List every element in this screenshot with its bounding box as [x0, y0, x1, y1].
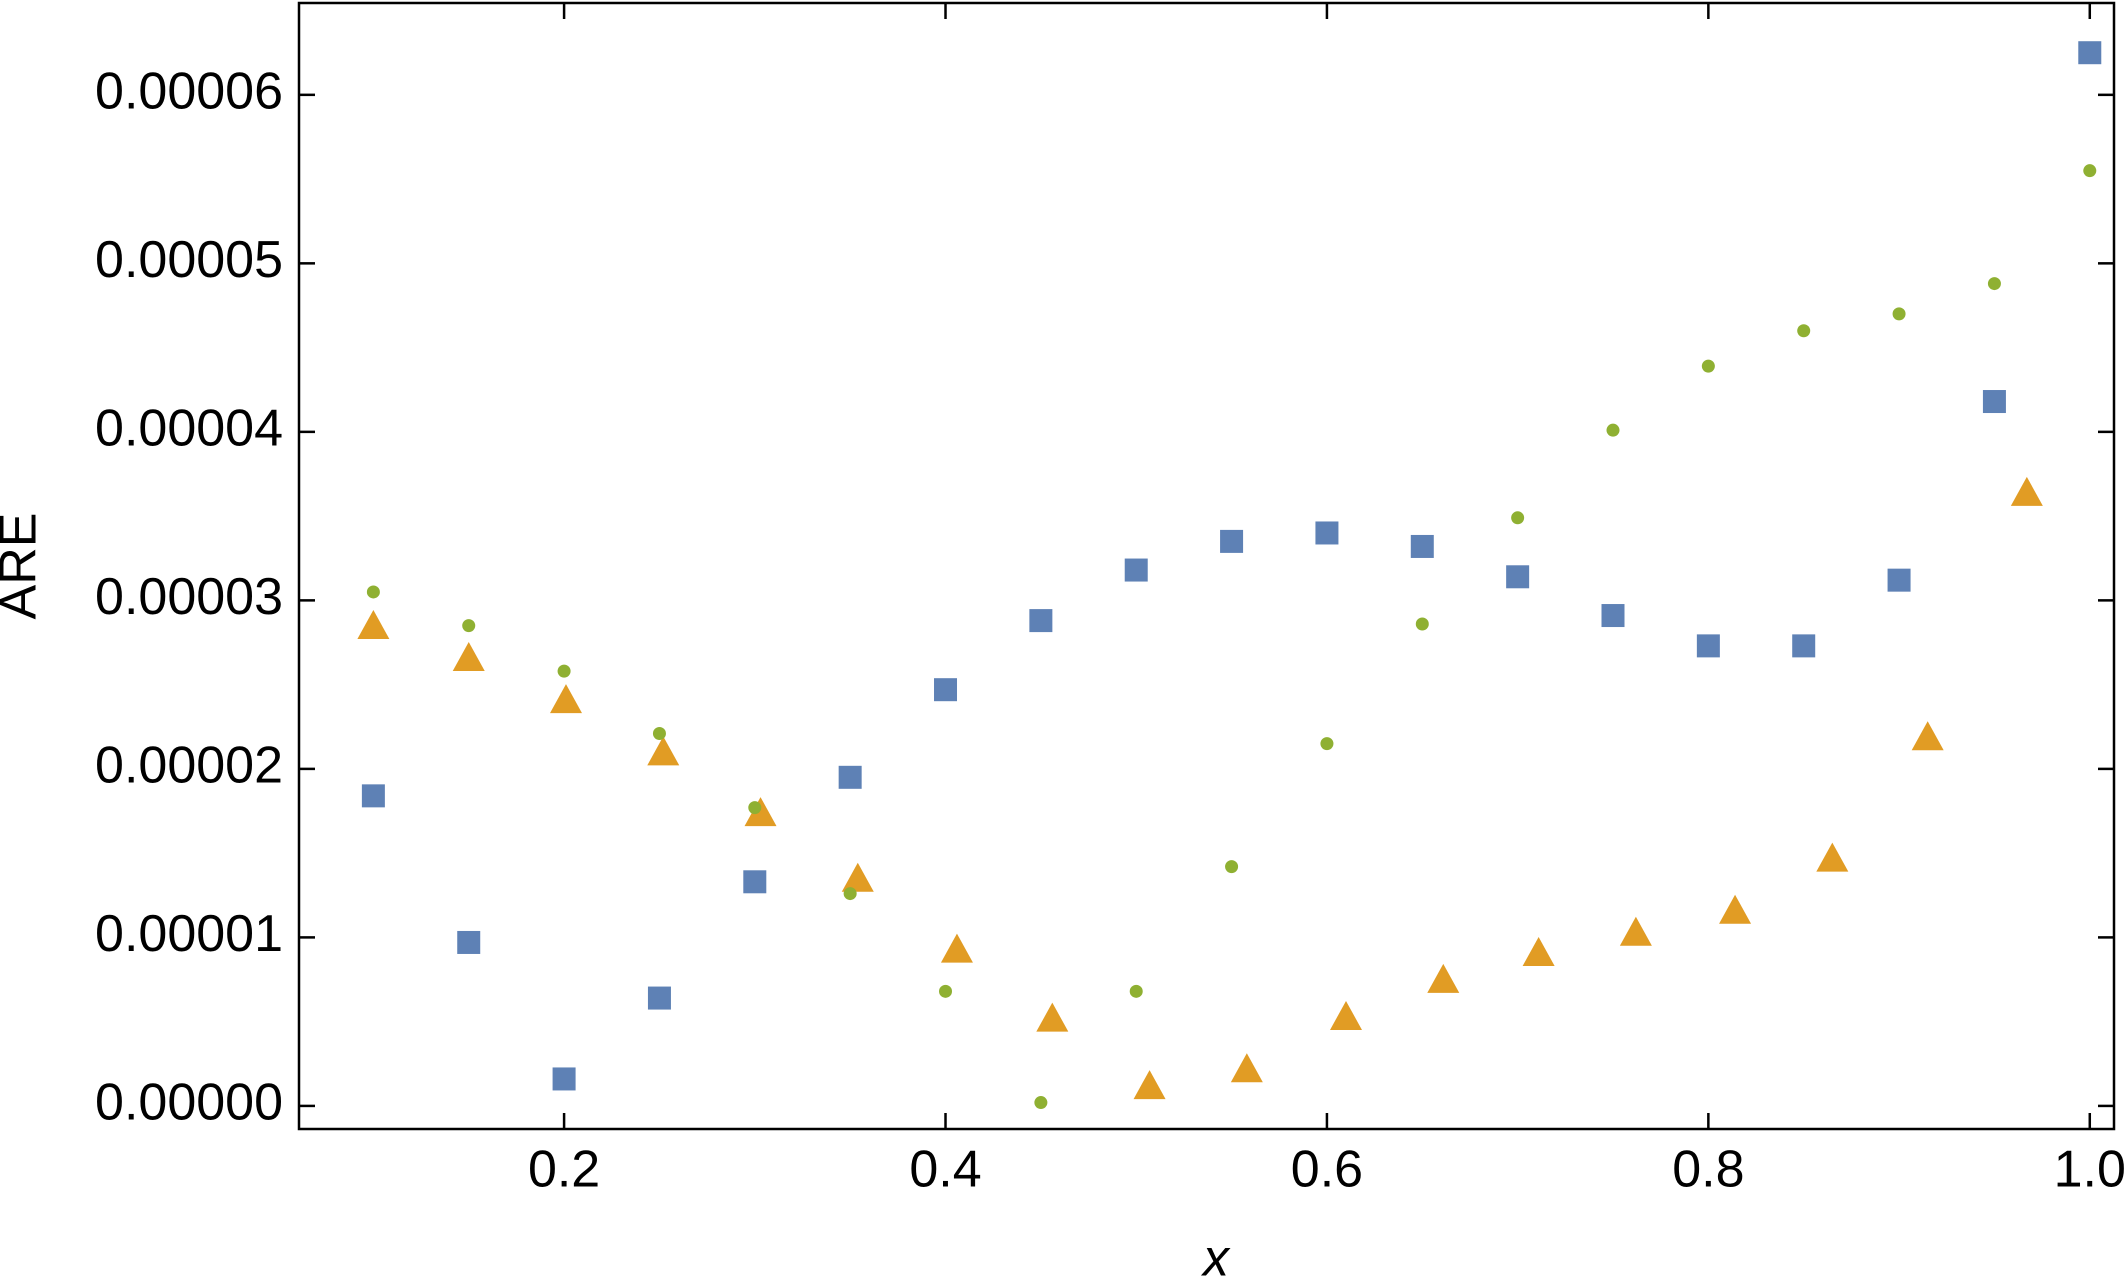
square-point — [1792, 634, 1816, 658]
triangle-point — [940, 933, 973, 963]
circle-point — [1606, 423, 1620, 437]
circle-point — [1511, 511, 1525, 525]
circle-point — [748, 801, 762, 815]
triangle-point — [357, 610, 390, 640]
triangle-point — [1816, 842, 1849, 872]
square-point — [1887, 568, 1911, 592]
y-axis-label: ARE — [0, 513, 48, 620]
square-point — [2078, 41, 2102, 65]
square-point — [552, 1067, 576, 1091]
triangle-point — [1719, 894, 1752, 924]
circle-point — [557, 664, 571, 678]
circle-point — [462, 619, 476, 633]
square-point — [1315, 521, 1339, 545]
y-tick-label: 0.00001 — [95, 905, 283, 963]
triangle-point — [647, 736, 680, 766]
circle-point — [2083, 164, 2097, 178]
square-point — [1220, 529, 1244, 553]
triangle-point — [1133, 1070, 1166, 1100]
triangle-point — [1427, 963, 1460, 993]
square-point — [1982, 390, 2006, 414]
circle-point — [1034, 1096, 1048, 1110]
triangle-point — [841, 862, 874, 892]
y-tick-label: 0.00000 — [95, 1074, 283, 1132]
circle-point — [1797, 324, 1811, 338]
square-point — [838, 765, 862, 789]
x-tick-label: 0.4 — [909, 1141, 981, 1199]
triangle-point — [452, 642, 485, 672]
plot-frame — [297, 1, 2116, 1131]
triangle-point — [1330, 1000, 1363, 1030]
square-point — [647, 986, 671, 1010]
triangle-point — [1522, 936, 1555, 966]
square-point — [1696, 634, 1720, 658]
square-point — [1410, 534, 1434, 558]
circle-point — [843, 887, 857, 901]
triangle-point — [2010, 476, 2043, 506]
square-point — [1029, 609, 1053, 633]
square-point — [457, 930, 481, 954]
square-point — [934, 678, 958, 702]
circle-point — [1987, 277, 2001, 291]
triangle-point — [744, 797, 777, 827]
square-point — [1601, 604, 1625, 628]
circle-point — [652, 727, 666, 741]
y-tick-label: 0.00003 — [95, 568, 283, 626]
circle-point — [1701, 359, 1715, 373]
square-point — [1506, 565, 1530, 589]
x-tick-label: 0.2 — [528, 1141, 600, 1199]
circle-point — [1892, 307, 1906, 321]
x-tick-label: 1.0 — [2054, 1141, 2126, 1199]
circle-point — [1129, 984, 1143, 998]
circle-point — [1415, 617, 1429, 631]
triangle-point — [1911, 721, 1944, 751]
x-tick-label: 0.8 — [1672, 1141, 1744, 1199]
triangle-point — [1036, 1002, 1069, 1032]
y-tick-label: 0.00005 — [95, 231, 283, 289]
y-tick-label: 0.00006 — [95, 63, 283, 121]
circle-point — [366, 585, 380, 599]
x-tick-label: 0.6 — [1291, 1141, 1363, 1199]
triangle-point — [1619, 916, 1652, 946]
triangle-point — [549, 684, 582, 714]
circle-point — [1225, 860, 1239, 874]
square-point — [743, 870, 767, 894]
square-point — [361, 784, 385, 808]
y-tick-label: 0.00002 — [95, 737, 283, 795]
x-axis-label: x — [1200, 1230, 1231, 1281]
circle-point — [939, 984, 953, 998]
square-point — [1124, 558, 1148, 582]
circle-point — [1320, 737, 1334, 751]
y-tick-label: 0.00004 — [95, 400, 283, 458]
triangle-point — [1230, 1053, 1263, 1083]
